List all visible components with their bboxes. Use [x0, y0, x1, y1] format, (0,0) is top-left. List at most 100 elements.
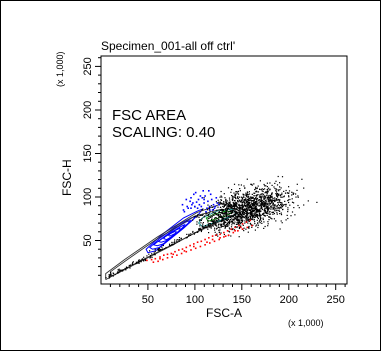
- event-point: [280, 194, 282, 196]
- event-point: [202, 222, 204, 224]
- event-point: [199, 245, 202, 248]
- event-point: [238, 226, 241, 229]
- event-point: [227, 187, 230, 189]
- event-point: [263, 198, 265, 200]
- x-axis-ticks: 50 100 150 200 250: [109, 284, 346, 306]
- event-point: [236, 202, 238, 204]
- event-point: [117, 269, 119, 271]
- event-point: [105, 277, 107, 279]
- event-point: [244, 216, 246, 218]
- event-point: [223, 221, 225, 223]
- points-outliers-blue: [181, 190, 220, 213]
- event-point: [261, 199, 263, 201]
- event-point: [260, 208, 262, 210]
- event-point: [276, 198, 278, 200]
- event-point: [247, 222, 249, 224]
- event-point: [218, 203, 220, 206]
- event-point: [170, 252, 173, 255]
- event-point: [249, 203, 251, 205]
- event-point: [252, 215, 254, 217]
- event-point: [275, 220, 277, 222]
- event-point: [267, 195, 269, 197]
- event-point: [203, 197, 205, 199]
- event-point: [247, 196, 250, 198]
- event-point: [236, 217, 238, 219]
- event-point: [244, 199, 246, 201]
- event-point: [279, 182, 281, 184]
- event-point: [240, 184, 242, 186]
- event-point: [228, 227, 230, 229]
- event-point: [230, 235, 232, 237]
- event-point: [237, 221, 239, 223]
- event-point: [226, 212, 228, 214]
- event-point: [291, 194, 293, 196]
- event-point: [239, 208, 241, 210]
- event-point: [242, 208, 244, 211]
- event-point: [195, 201, 198, 203]
- event-point: [219, 233, 221, 236]
- event-point: [247, 194, 249, 196]
- event-point: [254, 203, 256, 206]
- event-point: [255, 206, 257, 208]
- event-point: [224, 226, 226, 228]
- event-point: [235, 217, 237, 219]
- event-point: [207, 214, 209, 217]
- event-point: [246, 214, 248, 216]
- event-point: [274, 200, 276, 203]
- event-point: [240, 220, 242, 222]
- event-point: [266, 214, 268, 216]
- event-point: [260, 214, 262, 217]
- event-point: [267, 212, 269, 215]
- event-point: [278, 198, 280, 201]
- event-point: [260, 210, 262, 212]
- event-point: [250, 211, 252, 213]
- event-point: [203, 228, 205, 230]
- event-point: [189, 244, 191, 247]
- event-point: [209, 205, 211, 208]
- event-point: [271, 200, 273, 202]
- event-point: [261, 201, 263, 203]
- event-point: [281, 192, 283, 194]
- event-point: [210, 220, 212, 222]
- event-point: [268, 207, 270, 209]
- event-point: [265, 211, 267, 214]
- event-point: [268, 201, 270, 203]
- event-point: [259, 199, 261, 201]
- event-point: [261, 195, 263, 197]
- event-point: [276, 206, 278, 208]
- event-point: [207, 221, 209, 223]
- event-point: [255, 203, 257, 205]
- event-point: [275, 200, 277, 202]
- event-point: [180, 237, 182, 239]
- event-point: [256, 215, 259, 217]
- event-point: [224, 197, 226, 199]
- event-point: [236, 191, 238, 193]
- event-point: [250, 208, 252, 211]
- event-point: [271, 201, 273, 203]
- event-point: [154, 249, 156, 251]
- event-point: [280, 196, 282, 198]
- event-point: [276, 205, 278, 207]
- event-point: [211, 219, 213, 221]
- event-point: [256, 214, 258, 216]
- event-point: [235, 223, 237, 225]
- event-point: [200, 219, 202, 221]
- event-point: [251, 203, 253, 205]
- event-point: [185, 250, 188, 253]
- plot-area: [100, 55, 348, 285]
- event-point: [259, 208, 261, 210]
- event-point: [297, 195, 299, 197]
- event-point: [235, 201, 237, 204]
- event-point: [208, 237, 210, 239]
- event-point: [229, 210, 231, 213]
- event-point: [240, 208, 242, 210]
- event-point: [226, 202, 228, 204]
- event-point: [125, 269, 127, 271]
- event-point: [237, 193, 240, 195]
- event-point: [196, 216, 198, 218]
- event-point: [125, 266, 128, 268]
- event-point: [274, 198, 276, 200]
- event-point: [217, 235, 219, 237]
- event-point: [220, 219, 223, 221]
- event-point: [265, 204, 267, 206]
